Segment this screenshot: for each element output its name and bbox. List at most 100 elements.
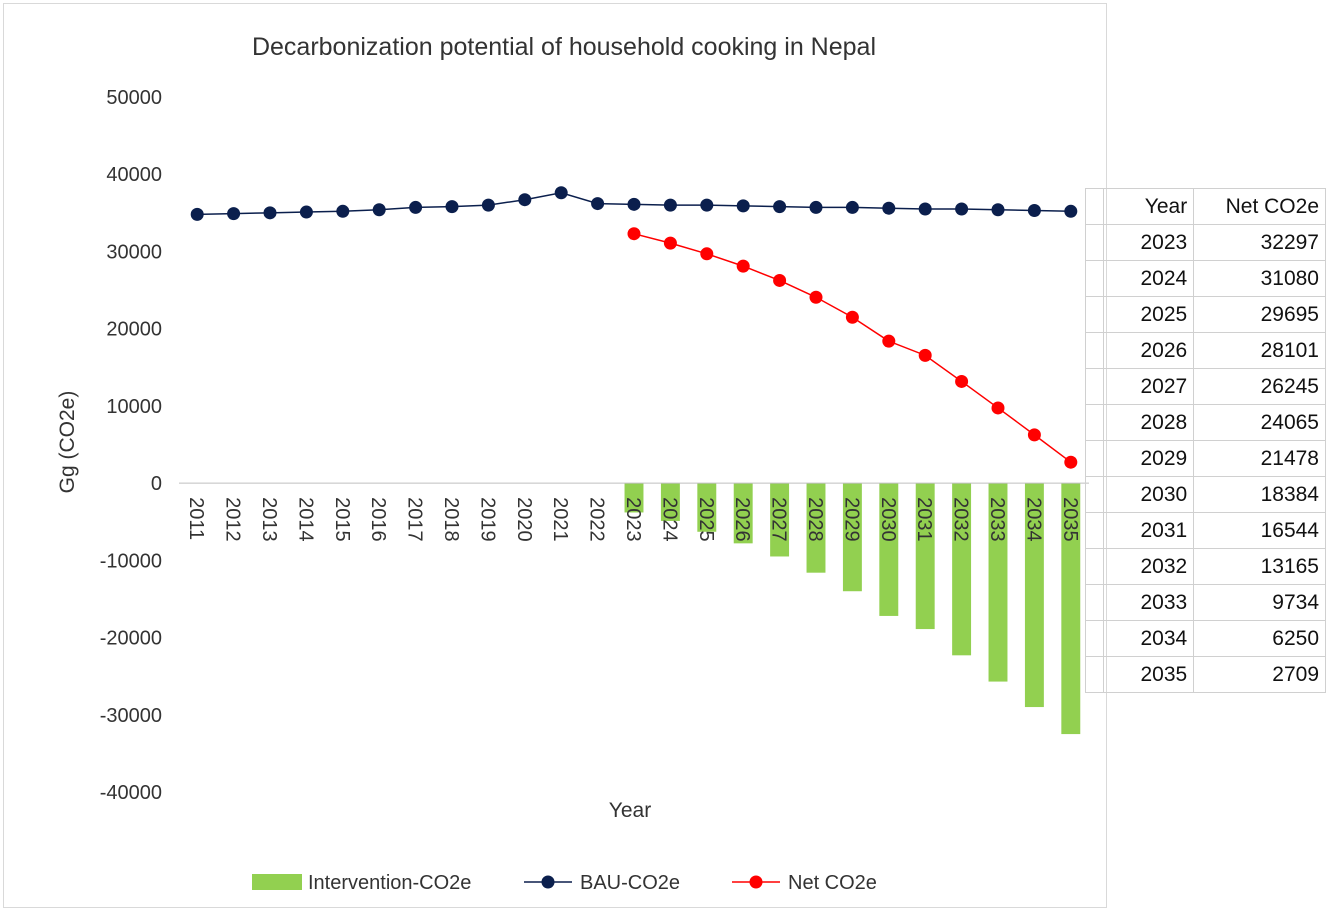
intervention-bar <box>1024 483 1044 708</box>
bau-co2e-point <box>336 204 350 218</box>
table-blank-cell <box>1084 476 1105 513</box>
x-tick-label: 2031 <box>913 497 935 541</box>
intervention-bar <box>733 483 753 544</box>
table-row: 2032 13165 <box>1084 548 1326 585</box>
x-tick-label: 2011 <box>185 497 207 540</box>
table-blank-cell <box>1084 620 1105 657</box>
intervention-bar <box>624 483 644 513</box>
net-co2e-point <box>1027 428 1041 442</box>
x-tick-label: 2022 <box>586 497 608 541</box>
bau-co2e-point <box>1064 204 1078 218</box>
x-tick-label: 2024 <box>658 497 680 541</box>
table-cell-year: 2029 <box>1103 440 1195 477</box>
table-cell-year: 2033 <box>1103 584 1195 621</box>
x-tick-label: 2030 <box>877 497 899 541</box>
x-tick-label: 2028 <box>804 497 826 541</box>
x-tick-label: 2029 <box>840 497 862 541</box>
table-cell-net: 31080 <box>1193 260 1326 297</box>
table-blank-cell <box>1084 512 1105 549</box>
x-tick-label: 2014 <box>294 497 316 541</box>
net-co2e-point <box>736 259 750 273</box>
net-co2e-point <box>882 334 896 348</box>
net-co2e-point <box>663 236 677 250</box>
legend-label: Net CO2e <box>788 872 877 894</box>
x-tick-label: 2021 <box>549 497 571 541</box>
bau-co2e-point <box>409 200 423 214</box>
table-row: 2030 18384 <box>1084 476 1326 513</box>
table-cell-year: 2035 <box>1103 656 1195 693</box>
x-tick-label: 2015 <box>331 497 353 541</box>
table-row: 2034 6250 <box>1084 620 1326 657</box>
table-cell-year: 2030 <box>1103 476 1195 513</box>
x-tick-label: 2027 <box>768 497 790 541</box>
chart-title: Decarbonization potential of household c… <box>252 33 876 61</box>
chart: Decarbonization potential of household c… <box>56 33 1089 894</box>
table-cell-year: 2032 <box>1103 548 1195 585</box>
table-row: 2027 26245 <box>1084 368 1326 405</box>
x-tick-label: 2034 <box>1022 497 1044 541</box>
legend-label: BAU-CO2e <box>580 872 680 894</box>
table-blank-cell <box>1084 656 1105 693</box>
table-blank-cell <box>1084 260 1105 297</box>
legend-swatch-marker <box>541 875 555 889</box>
y-tick-label: -10000 <box>100 550 162 572</box>
legend: Intervention-CO2e BAU-CO2e Net CO2e <box>252 872 877 894</box>
bau-co2e-point <box>299 205 313 219</box>
intervention-bar <box>952 483 972 656</box>
table-header-net: Net CO2e <box>1193 188 1326 225</box>
bau-co2e-point <box>845 200 859 214</box>
net-co2e-line <box>633 232 1072 463</box>
x-tick-label: 2026 <box>731 497 753 541</box>
legend-swatch <box>252 874 302 890</box>
bau-co2e-point <box>554 186 568 200</box>
net-co2e-point <box>700 247 714 261</box>
net-co2e-point <box>1064 455 1078 469</box>
y-tick-label: 10000 <box>106 396 162 418</box>
table-cell-net: 9734 <box>1193 584 1326 621</box>
net-co2e-point <box>773 273 787 287</box>
table-cell-year: 2025 <box>1103 296 1195 333</box>
net-co2e-point <box>955 374 969 388</box>
table-row: 2033 9734 <box>1084 584 1326 621</box>
x-tick-label: 2020 <box>513 497 535 541</box>
y-tick-labels: -40000 -30000 -20000 -10000 0 10000 20000 30000… <box>100 87 162 804</box>
chart-frame: Decarbonization potential of household c… <box>3 3 1107 908</box>
x-tick-labels: 2011 2012 2013 2014 2015 2016 2017 2018 2019 2020… <box>185 497 1081 541</box>
bau-co2e-point <box>882 201 896 215</box>
table-cell-net: 21478 <box>1193 440 1326 477</box>
legend-label: Intervention-CO2e <box>308 872 471 894</box>
table-cell-net: 29695 <box>1193 296 1326 333</box>
table-cell-net: 6250 <box>1193 620 1326 657</box>
intervention-bar <box>660 483 680 521</box>
bau-co2e-point <box>809 200 823 214</box>
table-cell-year: 2024 <box>1103 260 1195 297</box>
x-tick-label: 2032 <box>950 497 972 541</box>
bau-co2e-point <box>663 198 677 212</box>
y-axis-title: Gg (CO2e) <box>56 391 79 494</box>
table-row: 2028 24065 <box>1084 404 1326 441</box>
x-tick-label: 2013 <box>258 497 280 541</box>
bau-co2e-point <box>955 202 969 216</box>
table-cell-net: 16544 <box>1193 512 1326 549</box>
net-co2e-point <box>627 227 641 241</box>
table-row: 2024 31080 <box>1084 260 1326 297</box>
x-tick-label: 2033 <box>986 497 1008 541</box>
table-cell-year: 2023 <box>1103 224 1195 261</box>
intervention-bar <box>770 483 790 557</box>
table-cell-year: 2034 <box>1103 620 1195 657</box>
bau-co2e-point <box>773 200 787 214</box>
bau-co2e-point <box>227 207 241 221</box>
table-row: 2035 2709 <box>1084 656 1326 693</box>
bau-co2e-point <box>518 193 532 207</box>
intervention-bar <box>697 483 717 532</box>
intervention-bar <box>806 483 826 573</box>
table-cell-net: 2709 <box>1193 656 1326 693</box>
bau-co2e-point <box>991 203 1005 217</box>
intervention-bar <box>1061 483 1081 735</box>
table-header-row: Year Net CO2e <box>1084 188 1326 225</box>
bau-co2e-point <box>190 207 204 221</box>
table-row: 2026 28101 <box>1084 332 1326 369</box>
x-tick-label: 2023 <box>622 497 644 541</box>
legend-item-bau-co2e: BAU-CO2e <box>524 872 680 894</box>
table-cell-net: 24065 <box>1193 404 1326 441</box>
